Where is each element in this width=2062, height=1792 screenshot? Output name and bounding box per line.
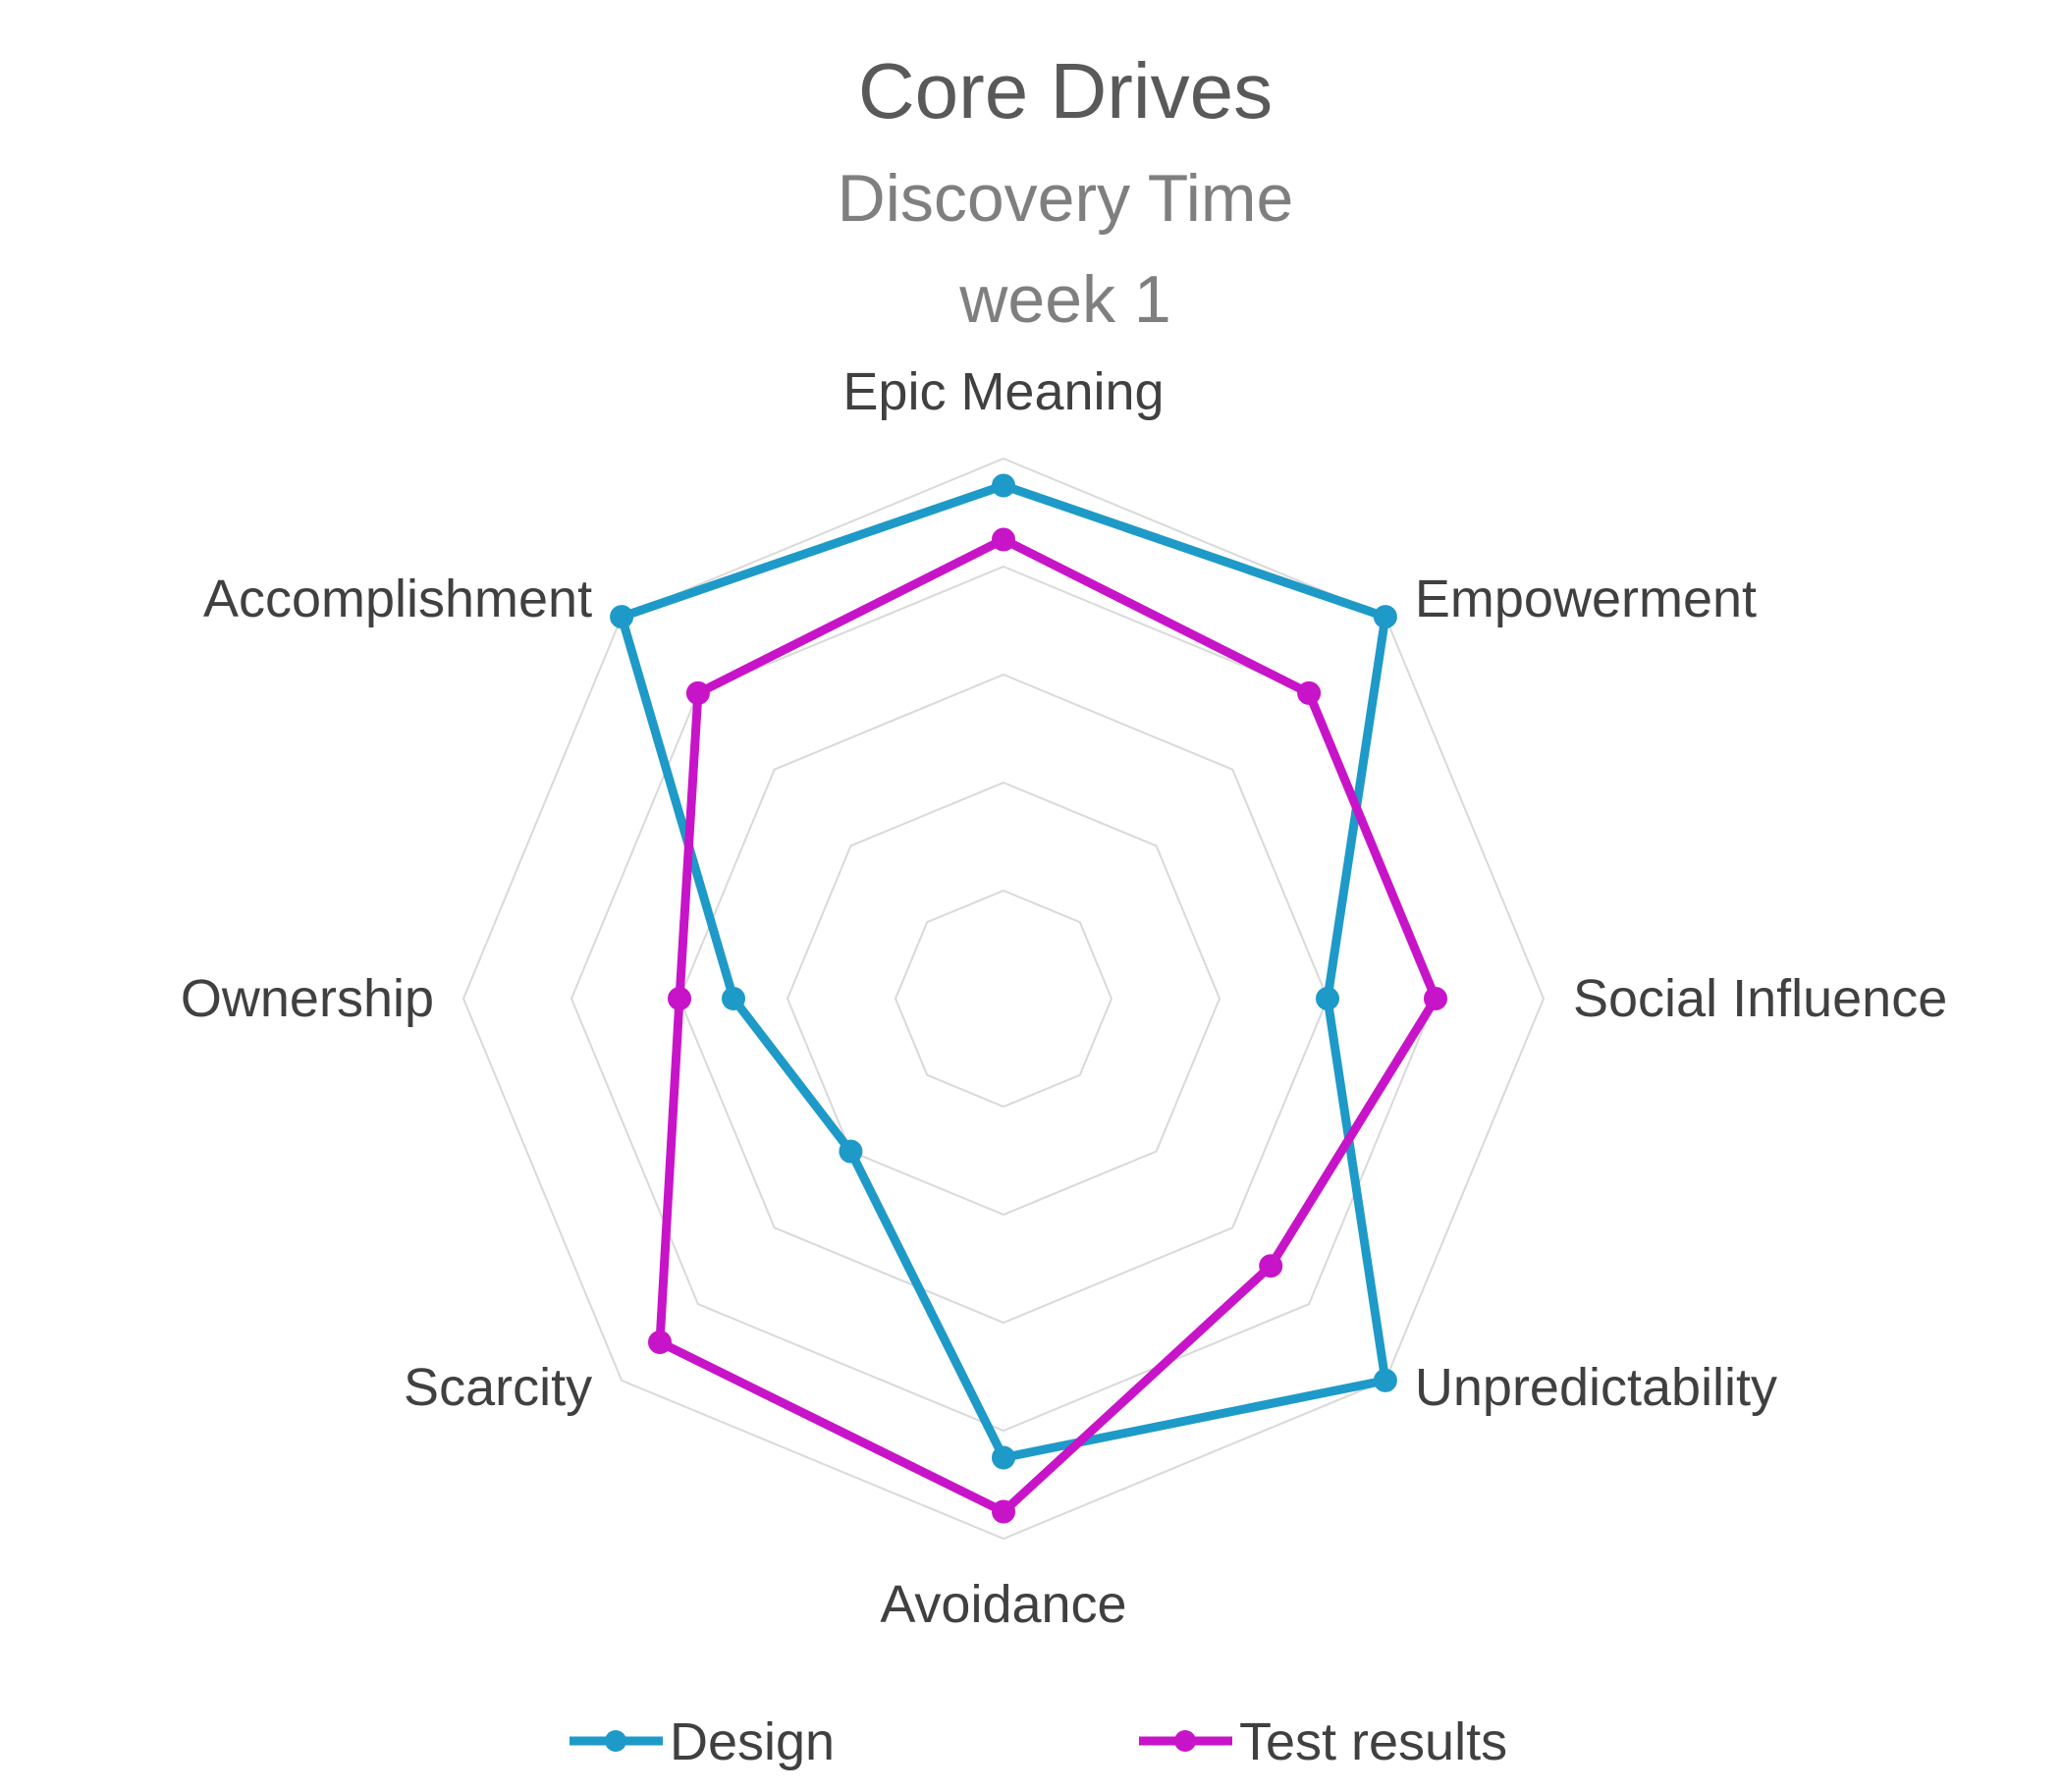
grid-ring-3: [678, 673, 1329, 1325]
data-point-design-accomplishment: [610, 605, 634, 629]
axis-label-empowerment: Empowerment: [1415, 570, 1757, 628]
series-line-design: [617, 481, 1390, 1462]
axis-labels: Epic Meaning Empowerment Social Influence U…: [181, 362, 1947, 1634]
series-test-results: [648, 527, 1447, 1524]
legend: Design Test results: [570, 1712, 1507, 1771]
data-point-test-results-unpredictability: [1259, 1254, 1283, 1278]
data-point-design-unpredictability: [1373, 1368, 1397, 1392]
grid-ring-2: [786, 781, 1221, 1217]
data-point-design-scarcity: [839, 1139, 863, 1164]
data-point-design-ownership: [722, 987, 745, 1010]
data-point-design-empowerment: [1373, 605, 1397, 629]
axis-label-ownership: Ownership: [181, 969, 434, 1028]
legend-item-test-results: Test results: [1139, 1712, 1507, 1771]
series-line-test-results: [655, 535, 1440, 1516]
data-point-test-results-avoidance: [992, 1499, 1015, 1524]
chart-titles: Core Drives Discovery Time week 1: [838, 47, 1294, 337]
axis-label-unpredictability: Unpredictability: [1415, 1358, 1777, 1417]
data-point-design-avoidance: [992, 1445, 1015, 1470]
data-point-test-results-scarcity: [648, 1330, 672, 1354]
data-point-design-epic-meaning: [992, 473, 1015, 498]
axis-label-scarcity: Scarcity: [404, 1358, 592, 1417]
data-point-test-results-ownership: [668, 987, 691, 1010]
axis-label-accomplishment: Accomplishment: [203, 570, 592, 628]
grid-ring-5: [461, 457, 1546, 1541]
data-point-test-results-accomplishment: [685, 680, 710, 705]
data-point-test-results-empowerment: [1297, 680, 1322, 705]
legend-label-test-results: Test results: [1239, 1712, 1507, 1771]
legend-swatch-marker-test-results: [1174, 1730, 1196, 1752]
axis-label-epic-meaning: Epic Meaning: [842, 362, 1164, 421]
data-point-test-results-social-influence: [1424, 987, 1447, 1010]
chart-subtitle-line-2: week 1: [958, 262, 1170, 337]
legend-label-design: Design: [670, 1712, 835, 1771]
data-point-test-results-epic-meaning: [992, 527, 1015, 552]
series-layer: [610, 473, 1447, 1524]
legend-item-design: Design: [570, 1712, 835, 1771]
grid-ring-1: [894, 889, 1113, 1109]
legend-swatch-marker-design: [605, 1730, 626, 1752]
chart-subtitle-line-1: Discovery Time: [838, 161, 1294, 236]
chart-title: Core Drives: [858, 47, 1273, 135]
data-point-design-social-influence: [1316, 987, 1339, 1010]
axis-label-social-influence: Social Influence: [1573, 969, 1947, 1028]
axis-label-avoidance: Avoidance: [880, 1575, 1126, 1634]
series-design: [610, 473, 1397, 1470]
